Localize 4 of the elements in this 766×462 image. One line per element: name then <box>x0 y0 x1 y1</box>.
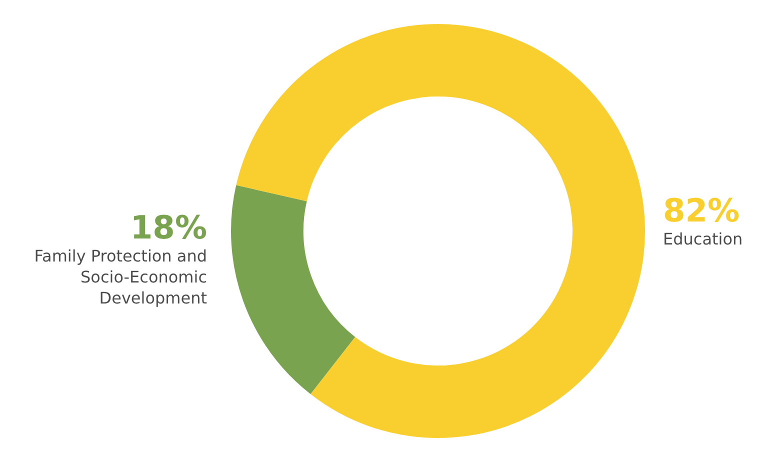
slice-label: Education <box>663 230 743 248</box>
slice-label: Family Protection and Socio-Economic Development <box>34 246 207 308</box>
data-label: 18% <box>130 208 207 246</box>
data-label: 82% <box>663 192 740 230</box>
